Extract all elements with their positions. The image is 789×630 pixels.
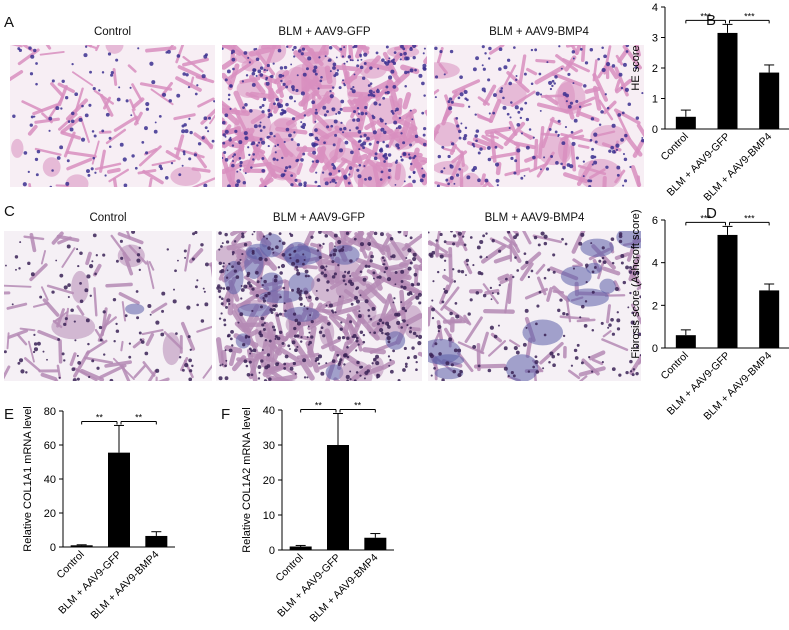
bar (759, 72, 780, 129)
bar (364, 537, 387, 550)
he-title-bmp4: BLM + AAV9-BMP4 (489, 26, 589, 38)
bar (289, 546, 312, 550)
category-label: BLM + AAV9-BMP4 (308, 552, 381, 625)
y-tick-label: 0 (652, 124, 658, 136)
y-tick-label: 4 (652, 2, 658, 14)
bar (327, 445, 349, 550)
y-tick-label: 20 (263, 475, 275, 487)
bar (145, 535, 168, 547)
significance-stars: *** (744, 213, 755, 223)
significance-stars: ** (96, 412, 104, 422)
bar (70, 545, 93, 547)
y-tick-label: 3 (652, 33, 658, 45)
panel-label-c: C (4, 203, 15, 220)
he-micrograph-bmp4 (434, 45, 644, 187)
y-axis-label: Relative COL1A2 mRNA level (241, 407, 253, 553)
tissue-texture (434, 45, 644, 187)
y-axis-label: Fibrosis score (Ashcroft score) (630, 209, 642, 358)
masson-title-bmp4: BLM + AAV9-BMP4 (484, 212, 585, 224)
y-axis-label: Relative COL1A1 mRNA level (22, 406, 34, 552)
masson-micrograph-gfp (216, 231, 422, 381)
masson-micrograph-bmp4 (428, 231, 641, 381)
category-label: BLM + AAV9-GFP (275, 552, 343, 620)
panel-label-e: E (4, 406, 15, 423)
y-tick-label: 0 (269, 545, 275, 557)
masson-title-control: Control (89, 212, 127, 224)
y-tick-label: 30 (263, 440, 275, 452)
he-title-gfp: BLM + AAV9-GFP (278, 26, 371, 38)
bar (759, 290, 780, 348)
he-title-control: Control (93, 26, 132, 38)
tissue-texture (4, 231, 212, 381)
y-tick-label: 10 (263, 510, 275, 522)
tissue-texture (428, 231, 641, 381)
tissue-texture (10, 45, 215, 187)
significance-stars: ** (135, 412, 143, 422)
panel-label-f: F (221, 406, 231, 423)
y-tick-label: 80 (44, 406, 56, 418)
y-tick-label: 20 (44, 508, 56, 520)
y-tick-label: 0 (652, 343, 658, 355)
y-axis-label: HE score (630, 45, 642, 90)
bar (675, 335, 696, 348)
y-tick-label: 40 (263, 405, 275, 417)
masson-micrograph-control (4, 231, 212, 381)
y-tick-label: 40 (44, 474, 56, 486)
panel-label-a: A (4, 14, 15, 31)
significance-stars: ** (354, 401, 362, 411)
he-micrograph-control (10, 45, 215, 187)
y-tick-label: 60 (44, 440, 56, 452)
y-tick-label: 6 (652, 215, 658, 227)
significance-stars: ** (315, 401, 323, 411)
significance-stars: *** (700, 11, 711, 21)
significance-stars: *** (700, 213, 711, 223)
bar (717, 32, 738, 129)
y-tick-label: 2 (652, 300, 658, 312)
bar (108, 452, 130, 547)
category-label: Control (273, 552, 305, 584)
bar (675, 116, 696, 129)
tissue-texture (216, 231, 422, 381)
panel-label-d: D (706, 205, 717, 222)
he-micrograph-gfp (222, 45, 427, 187)
masson-title-gfp: BLM + AAV9-GFP (272, 212, 366, 224)
y-tick-label: 4 (652, 258, 658, 270)
y-tick-label: 0 (50, 542, 56, 554)
y-tick-label: 1 (652, 94, 658, 106)
bar (717, 234, 738, 348)
significance-stars: *** (744, 11, 755, 21)
y-tick-label: 2 (652, 63, 658, 75)
tissue-texture (222, 45, 427, 187)
